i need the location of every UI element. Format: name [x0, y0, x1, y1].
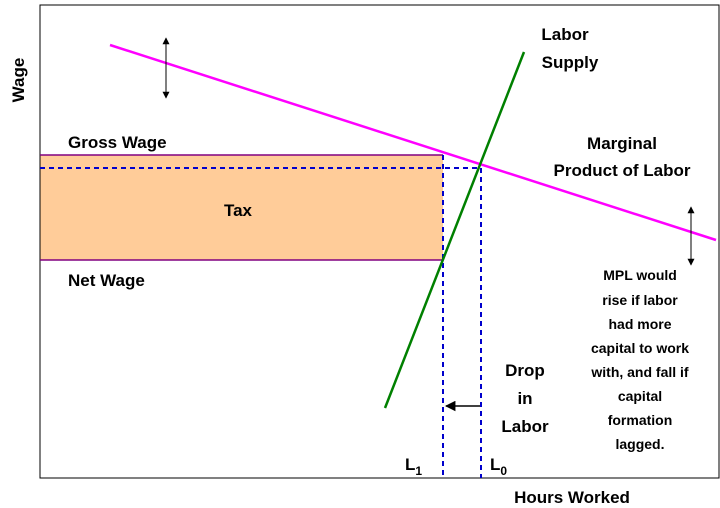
- mpl-note-line: had more: [608, 316, 671, 332]
- tax-label: Tax: [224, 201, 253, 220]
- supply-label: Labor: [541, 25, 589, 44]
- supply-curve: [383, 51, 526, 409]
- tax-area: [40, 155, 443, 260]
- l1-base: L: [405, 455, 415, 474]
- l1-sub: 1: [415, 464, 422, 478]
- gross-wage-label: Gross Wage: [68, 133, 167, 152]
- mpl-note-line: capital to work: [591, 340, 689, 356]
- mpl-note: MPL would rise if labor had more capital to…: [590, 267, 689, 452]
- supply-label: Supply: [542, 53, 599, 72]
- l1-label: L1: [405, 455, 422, 478]
- mpl-note-line: capital: [618, 388, 662, 404]
- mpl-curve: [109, 43, 717, 242]
- mpl-note-line: lagged.: [615, 436, 664, 452]
- plot-frame: [39, 4, 720, 479]
- mpl-note-line: formation: [608, 412, 673, 428]
- l0-base: L: [490, 455, 500, 474]
- l0-sub: 0: [500, 464, 507, 478]
- mpl-note-line: with, and fall if: [590, 364, 689, 380]
- drop-label: in: [517, 389, 532, 408]
- drop-label: Drop: [505, 361, 545, 380]
- x-axis-label: Hours Worked: [514, 488, 630, 507]
- l0-label: L0: [490, 455, 507, 478]
- mpl-label: Product of Labor: [554, 161, 691, 180]
- net-wage-label: Net Wage: [68, 271, 145, 290]
- drop-label: Labor: [501, 417, 549, 436]
- mpl-note-line: MPL would: [603, 267, 677, 283]
- y-axis-label: Wage: [9, 58, 28, 103]
- mpl-note-line: rise if labor: [602, 292, 678, 308]
- mpl-label: Marginal: [587, 134, 657, 153]
